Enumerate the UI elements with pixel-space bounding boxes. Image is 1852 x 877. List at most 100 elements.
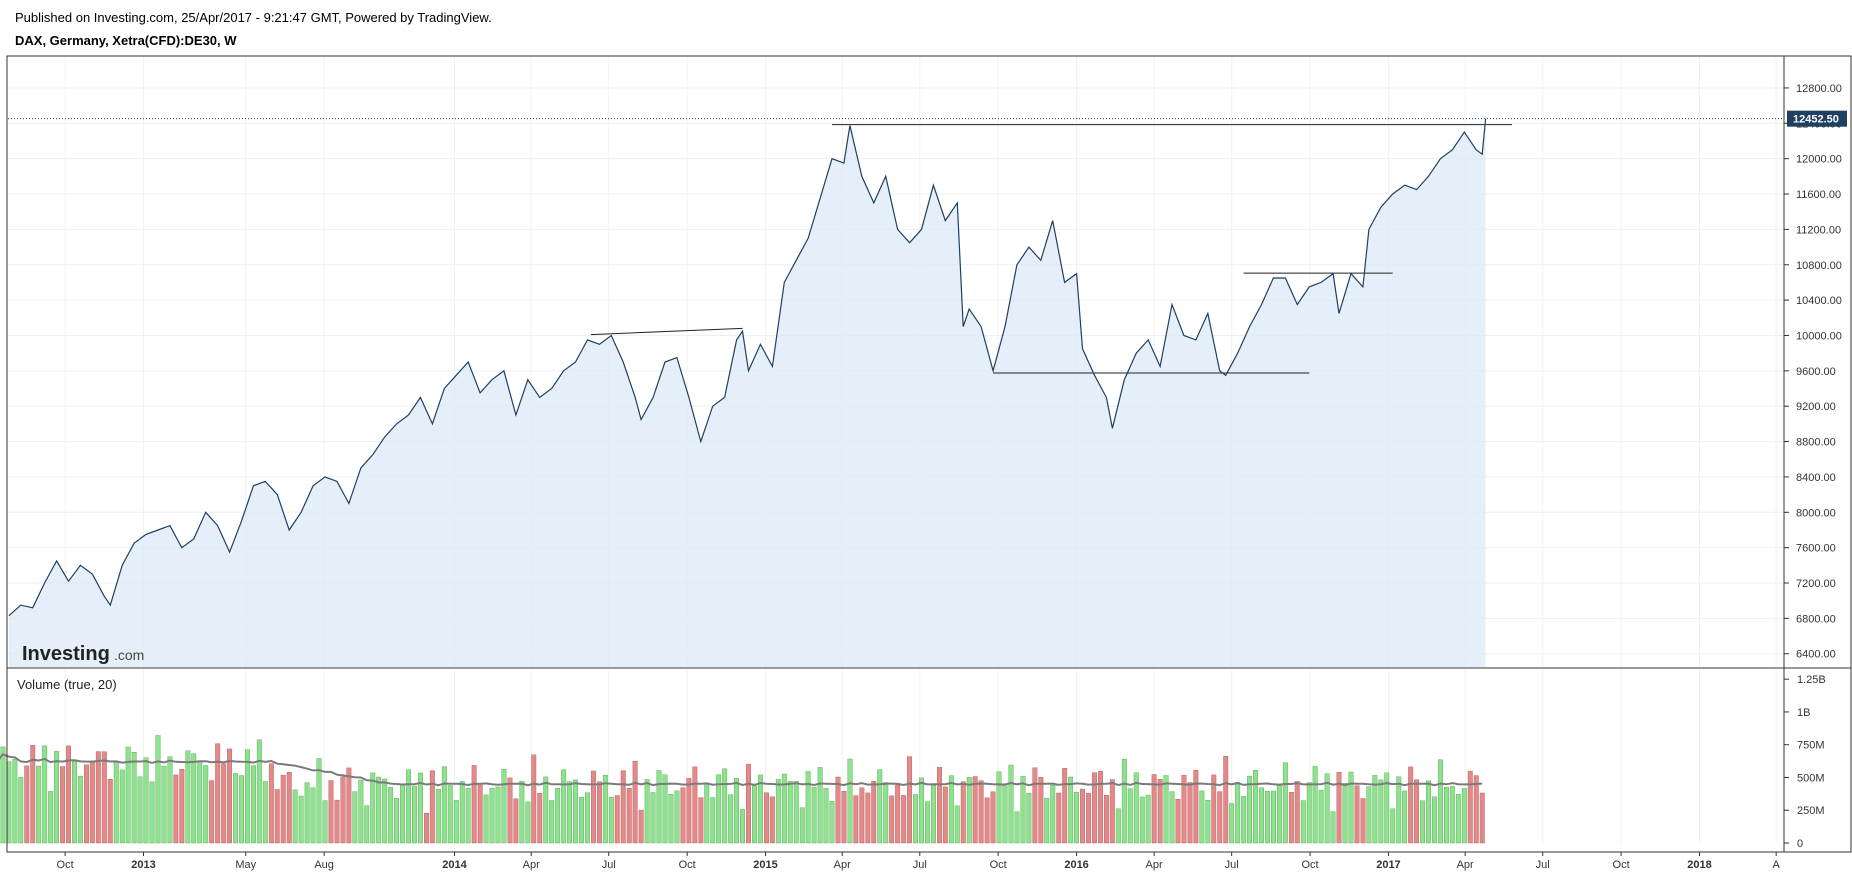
volume-bar [1426,780,1432,844]
volume-bar [304,782,310,844]
volume-bar [668,794,674,844]
price-tick-label: 11600.00 [1796,189,1841,201]
volume-bar [1420,800,1426,844]
volume-bar [179,769,185,844]
price-tick-label: 7200.00 [1796,578,1836,590]
volume-bar [1366,786,1372,844]
volume-bar [101,751,107,844]
volume-bar [1378,779,1384,844]
volume-bar [1187,782,1193,844]
volume-bar [227,748,233,844]
volume-bar [400,783,405,844]
volume-bar [853,795,859,844]
volume-bar [24,765,30,844]
volume-bar [632,761,638,844]
volume-bar [1002,785,1008,844]
volume-bar [48,791,54,844]
volume-bar [1199,790,1205,844]
volume-bar [579,796,584,844]
volume-bar [549,800,555,844]
volume-bar [1270,790,1276,844]
investing-logo: Investing .com [22,643,144,665]
volume-bar [984,797,990,844]
volume-bar [1348,771,1354,844]
volume-bar [1074,792,1080,844]
volume-tick-label: 0 [1797,838,1803,850]
volume-bar [865,792,871,844]
volume-bar [716,774,722,844]
volume-bar [513,798,519,844]
price-tick-label: 12000.00 [1796,154,1842,166]
volume-bar [155,735,161,844]
volume-bar [710,797,716,844]
volume-bar [764,792,769,844]
price-area-fill [8,118,1486,667]
volume-bar [119,769,125,844]
volume-bar [775,779,781,844]
volume-bar [453,800,459,844]
volume-bar [585,792,590,844]
time-tick-label: Oct [1613,859,1630,871]
volume-bar [1103,795,1109,844]
volume-bar [597,781,602,844]
time-tick-label: 2015 [753,859,777,871]
last-price-label: 12452.50 [1793,114,1839,126]
volume-bar [1050,785,1056,844]
volume-bar [686,778,692,844]
volume-bar [465,787,471,844]
volume-bar [996,771,1002,844]
volume-bar [1068,776,1074,844]
volume-bar [1360,798,1366,844]
volume-bar [316,758,322,844]
volume-bar [495,786,501,844]
time-tick-label: 2013 [131,859,155,871]
volume-bar [1211,774,1217,844]
volume-bar [1264,791,1270,844]
volume-bar [209,780,215,844]
volume-bar [18,777,24,844]
volume-bar [823,788,829,844]
volume-axis: 0 250M 500M 750M 1B 1.25B [1784,674,1826,850]
volume-bar [221,763,227,844]
volume-bar [95,751,101,844]
volume-bar [1109,779,1115,844]
time-tick-label: 2017 [1376,859,1400,871]
volume-bars [0,735,1485,844]
volume-bar [859,787,865,844]
volume-bar [1402,790,1408,844]
volume-bar [793,781,799,844]
volume-moving-average [0,753,1483,787]
trendline [590,327,743,336]
price-tick-label: 12800.00 [1796,83,1842,95]
volume-bar [1229,803,1235,844]
volume-bar [567,781,572,844]
time-tick-label: Oct [1302,859,1319,871]
volume-bar [680,787,686,844]
volume-bar [298,795,304,844]
volume-bar [418,772,423,844]
volume-bar [817,767,823,844]
volume-bar [620,770,626,844]
volume-bar [1056,792,1062,844]
volume-bar [746,763,751,844]
volume-bar [1324,773,1330,844]
volume-bar [758,774,763,844]
volume-bar [137,776,143,844]
volume-bar [262,781,268,844]
volume-bar [1461,788,1467,844]
volume-bar [1318,790,1324,844]
volume-bar [424,812,429,844]
volume-bar [1217,791,1223,844]
volume-bar [483,794,489,844]
volume-tick-label: 250M [1797,805,1825,817]
volume-bar [1169,791,1175,844]
volume-bar [722,768,728,844]
volume-bar [644,779,650,844]
volume-bar [66,745,72,844]
volume-tick-label: 750M [1797,740,1825,752]
last-price-badge [1787,110,1847,127]
volume-bar [406,769,411,844]
logo-brand: Investing [22,643,110,665]
published-caption: Published on Investing.com, 25/Apr/2017 … [15,10,492,25]
